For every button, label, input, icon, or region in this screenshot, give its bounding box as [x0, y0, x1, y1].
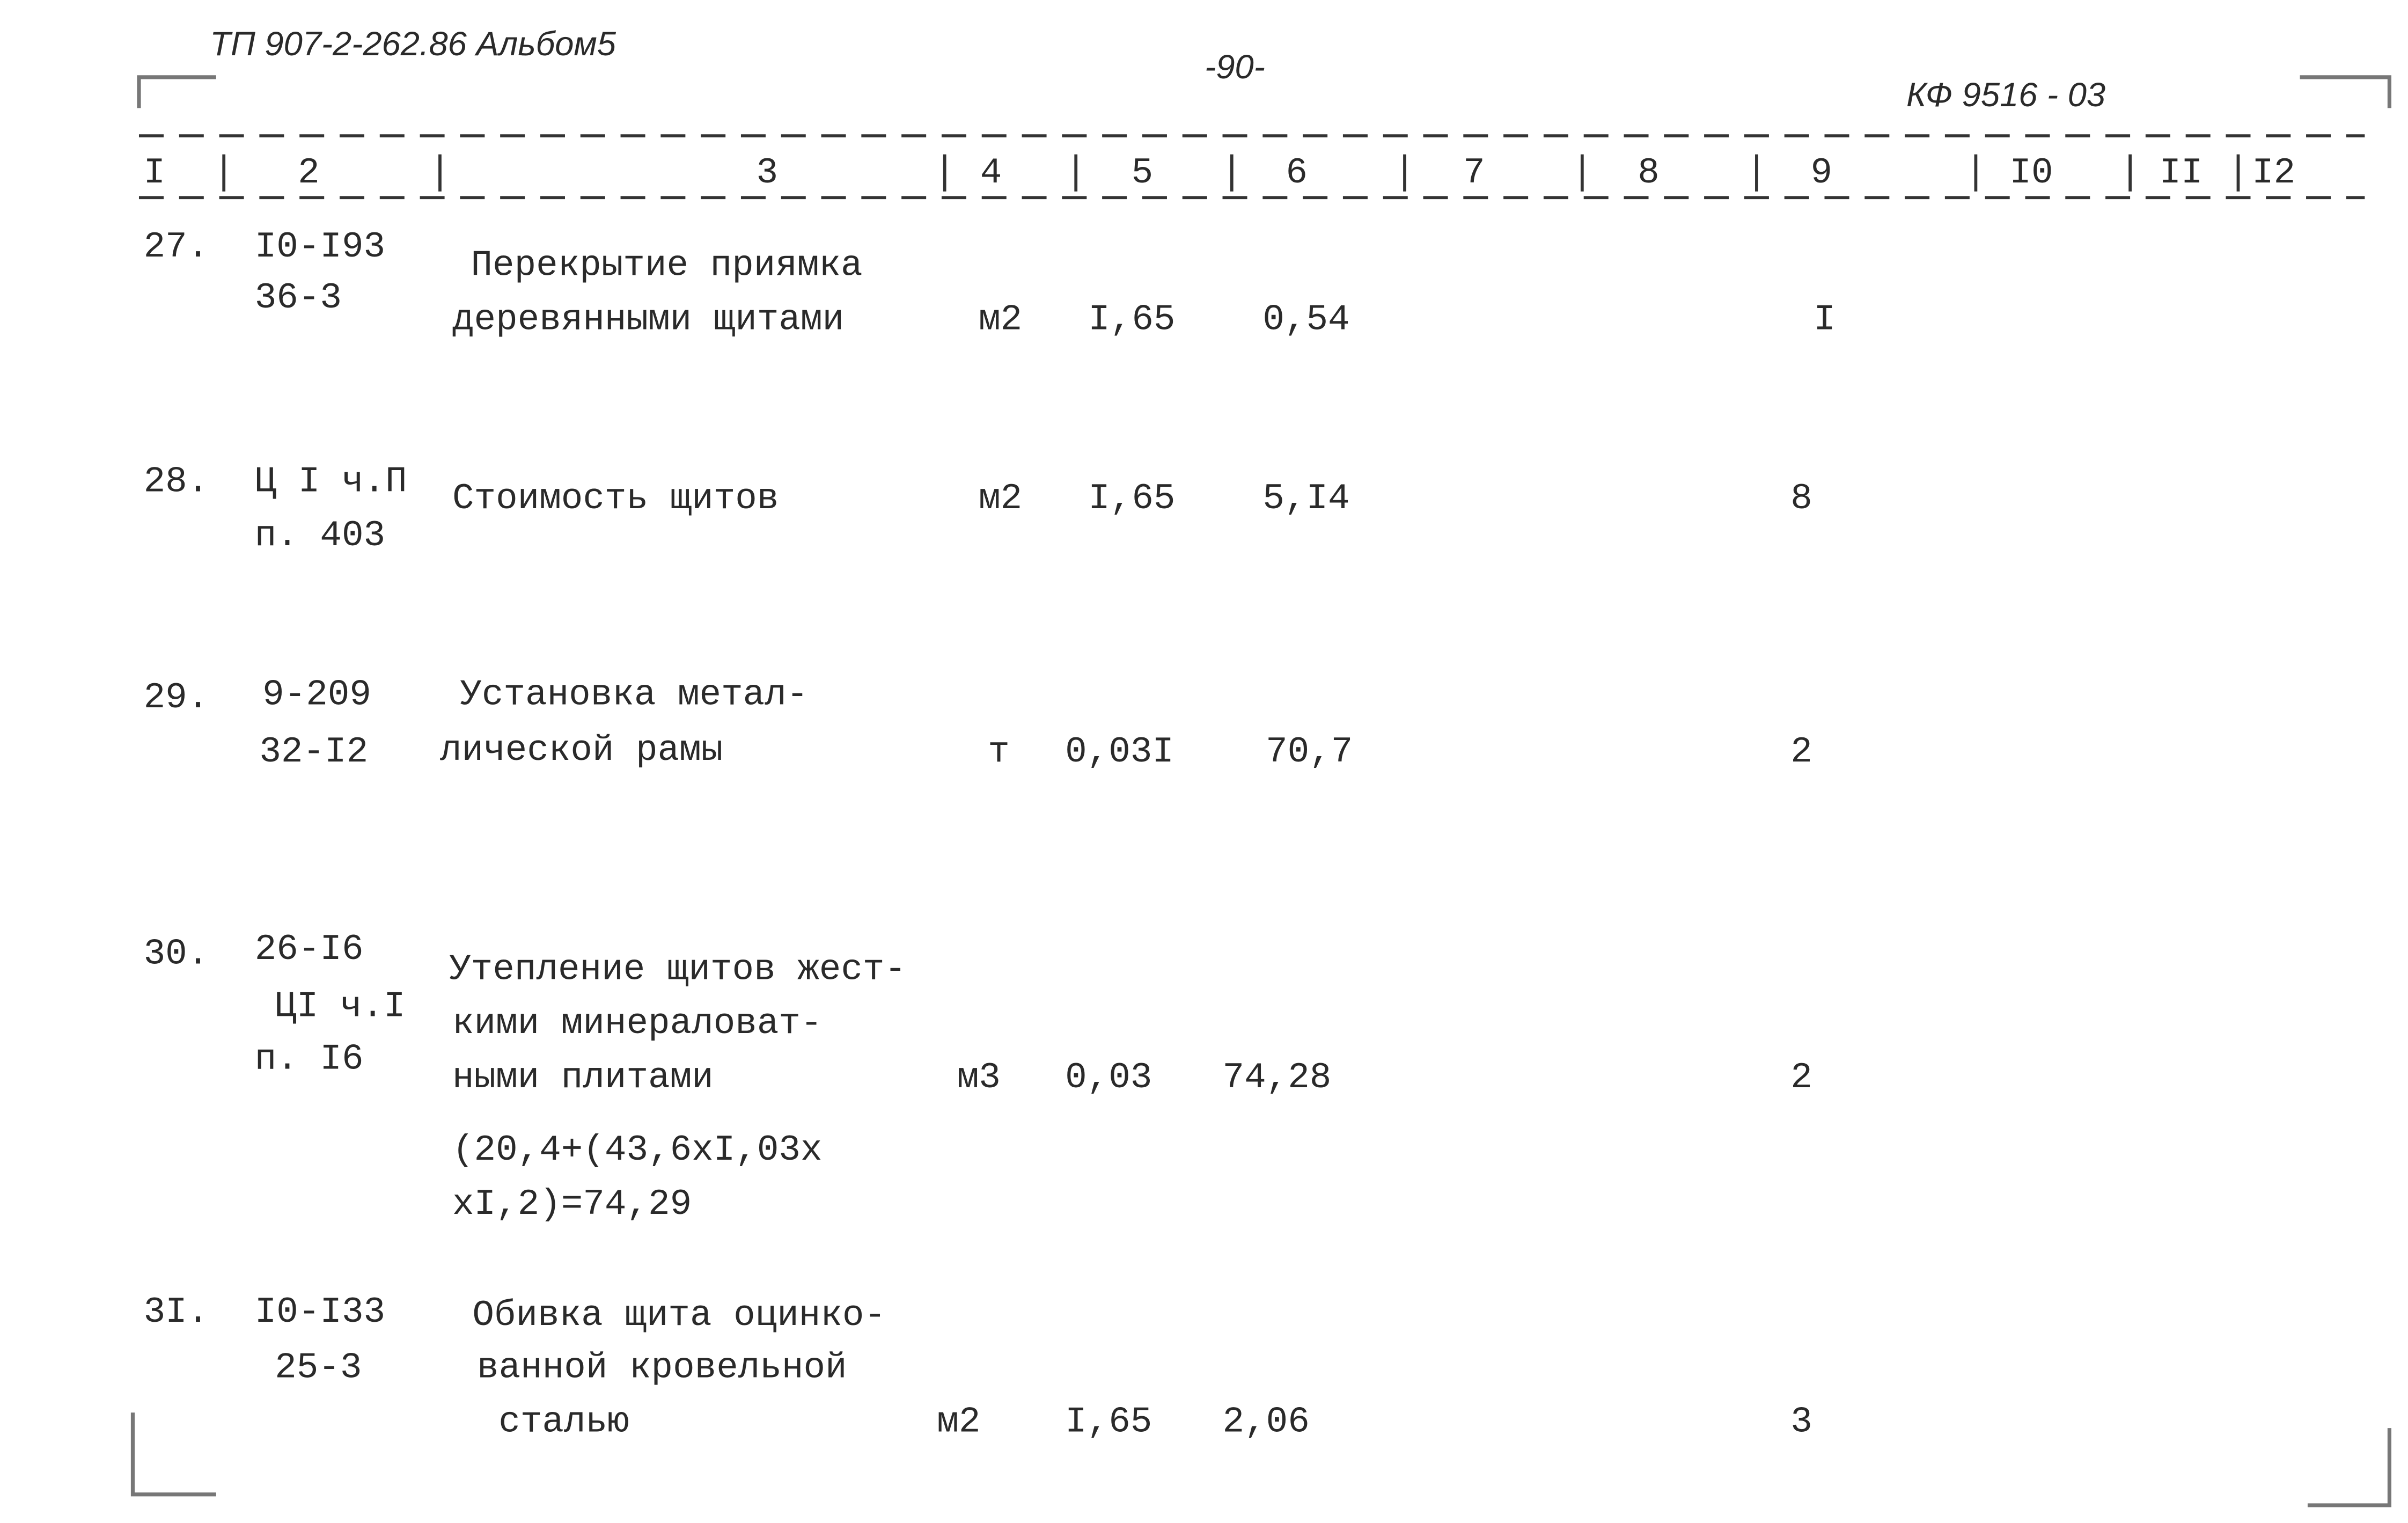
document-code: ТП 907-2-262.86 Альбом5	[210, 25, 616, 63]
row-col9: 2	[1790, 732, 1812, 773]
row-col9: 8	[1790, 479, 1812, 519]
row-col9: 2	[1790, 1058, 1812, 1099]
row-code: 9-209	[262, 675, 371, 715]
row-quantity: 0,03I	[1065, 732, 1174, 773]
column-number: 9	[1810, 153, 1832, 194]
row-description: Утепление щитов жест-	[449, 950, 906, 991]
corner-mark	[130, 1412, 216, 1497]
row-code: ЦI ч.I	[275, 987, 405, 1028]
row-description: кими минераловат-	[452, 1004, 823, 1044]
row-description: деревянными щитами	[452, 299, 844, 340]
row-quantity: I,65	[1088, 479, 1175, 519]
row-unit: м3	[957, 1058, 1001, 1099]
row-code: 36-3	[255, 278, 342, 319]
row-col9: I	[1814, 299, 1836, 340]
row-code: п. 403	[255, 516, 385, 557]
row-code: I0-I33	[255, 1292, 385, 1333]
row-description: Перекрытие приямка	[471, 246, 863, 287]
row-code: I0-I93	[255, 227, 385, 268]
row-price: 2,06	[1223, 1402, 1310, 1443]
row-description: Стоимость щитов	[452, 479, 779, 519]
row-number: 3I.	[144, 1292, 209, 1333]
row-code: 32-I2	[259, 732, 368, 773]
row-number: 30.	[144, 934, 209, 975]
column-number: 2	[298, 153, 320, 194]
corner-mark	[2307, 1428, 2392, 1507]
row-number: 27.	[144, 227, 209, 268]
row-price: 74,28	[1223, 1058, 1332, 1099]
row-description: ными плитами	[452, 1058, 714, 1099]
row-code: п. I6	[255, 1039, 364, 1080]
row-quantity: 0,03	[1065, 1058, 1152, 1099]
row-unit: м2	[937, 1402, 980, 1443]
column-number: II	[2159, 153, 2203, 194]
row-unit: т	[988, 732, 1010, 773]
row-quantity: I,65	[1065, 1402, 1152, 1443]
column-number: 8	[1638, 153, 1660, 194]
row-unit: м2	[979, 479, 1022, 519]
row-code: Ц I ч.П	[255, 462, 407, 502]
column-number: 5	[1132, 153, 1154, 194]
corner-mark	[137, 75, 216, 108]
row-description: ванной кровельной	[477, 1348, 847, 1389]
column-number: 6	[1286, 153, 1308, 194]
corner-mark	[2300, 75, 2392, 108]
row-calculation: xI,2)=74,29	[452, 1184, 692, 1225]
row-description: сталью	[498, 1402, 629, 1443]
row-quantity: I,65	[1088, 299, 1175, 340]
row-number: 29.	[144, 678, 209, 719]
row-description: Установка метал-	[460, 675, 808, 715]
column-number: I	[143, 153, 165, 194]
row-code: 25-3	[275, 1348, 362, 1389]
row-price: 70,7	[1266, 732, 1353, 773]
column-number: 3	[757, 153, 779, 194]
column-number: 4	[980, 153, 1002, 194]
row-code: 26-I6	[255, 929, 364, 970]
stamp: КФ 9516 - 03	[1906, 76, 2105, 114]
row-description: лической рамы	[440, 730, 723, 771]
row-calculation: (20,4+(43,6xI,03x	[452, 1130, 823, 1171]
column-number: 7	[1463, 153, 1485, 194]
column-number: I0	[2009, 153, 2053, 194]
page-number: -90-	[1205, 48, 1265, 86]
row-description: Обивка щита оцинко-	[472, 1295, 886, 1336]
row-unit: м2	[979, 299, 1022, 340]
row-col9: 3	[1790, 1402, 1812, 1443]
row-price: 5,I4	[1262, 479, 1349, 519]
column-number: I2	[2252, 153, 2295, 194]
row-price: 0,54	[1262, 299, 1349, 340]
row-number: 28.	[144, 462, 209, 502]
